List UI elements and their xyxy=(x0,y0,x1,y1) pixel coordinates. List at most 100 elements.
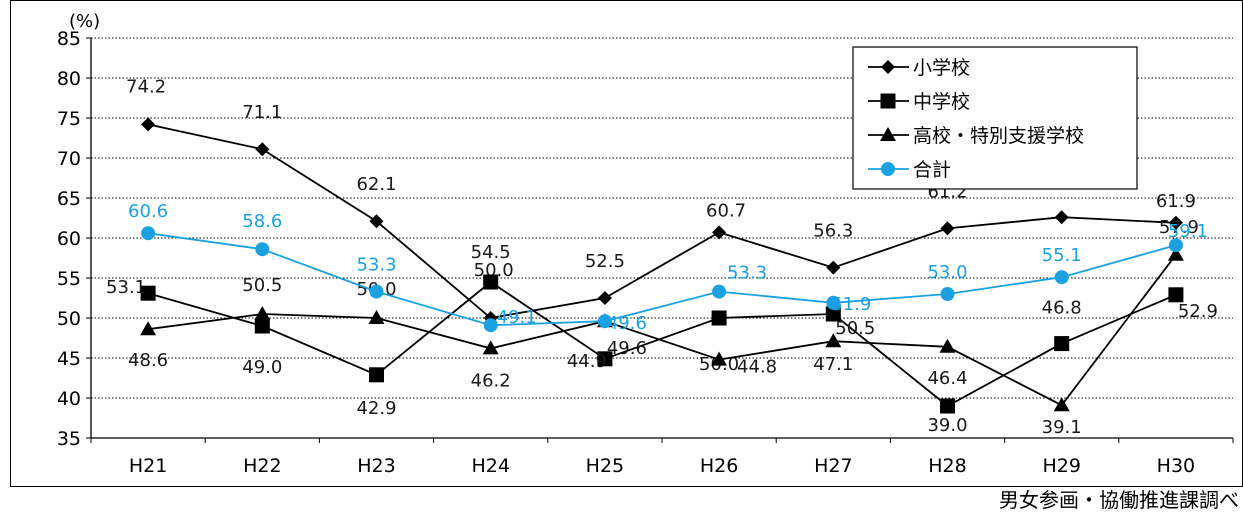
series-line xyxy=(147,254,1177,407)
data-label: 50.5 xyxy=(242,275,282,296)
data-label: 56.3 xyxy=(813,221,853,242)
data-label: 47.1 xyxy=(813,354,853,375)
data-label: 50.5 xyxy=(835,318,875,339)
data-point xyxy=(368,310,385,324)
data-label: 52.9 xyxy=(1178,301,1218,322)
data-point xyxy=(940,221,955,236)
unit-label: (%) xyxy=(69,11,100,32)
legend-marker xyxy=(880,127,896,141)
data-point xyxy=(826,260,841,275)
y-tick-label: 65 xyxy=(57,188,81,210)
data-point xyxy=(939,338,956,353)
data-point xyxy=(141,117,156,132)
data-point xyxy=(1168,215,1183,230)
data-point xyxy=(825,333,842,348)
data-label: 61.9 xyxy=(1156,191,1196,212)
data-label: 74.2 xyxy=(126,76,166,97)
data-label: 49.6 xyxy=(607,338,647,359)
data-point xyxy=(255,142,270,157)
data-point xyxy=(712,284,727,299)
data-point xyxy=(597,351,613,367)
y-tick-label: 60 xyxy=(57,228,81,250)
data-label: 53.1 xyxy=(106,277,146,298)
data-label: 60.6 xyxy=(128,201,168,222)
data-point xyxy=(1054,270,1069,285)
data-point xyxy=(1168,287,1184,303)
data-label: 44.8 xyxy=(737,357,777,378)
y-tick-label: 45 xyxy=(57,348,81,370)
series-line xyxy=(147,280,1177,408)
data-point xyxy=(140,321,157,336)
data-point xyxy=(597,291,612,305)
data-point xyxy=(1167,246,1184,261)
data-point xyxy=(1053,397,1070,412)
data-label: 49.1 xyxy=(497,307,537,328)
data-point xyxy=(369,214,384,229)
data-point xyxy=(825,306,841,322)
data-point xyxy=(1054,210,1069,225)
y-tick-label: 55 xyxy=(57,268,81,290)
legend-label: 合計 xyxy=(913,159,951,181)
legend-box xyxy=(852,46,1138,190)
x-tick-label: H25 xyxy=(586,455,624,477)
data-label: 42.9 xyxy=(356,398,396,419)
data-point xyxy=(711,351,728,366)
y-tick-label: 85 xyxy=(57,28,81,50)
x-tick-label: H28 xyxy=(928,455,966,477)
data-label: 39.0 xyxy=(927,415,967,436)
series-line xyxy=(147,123,1176,319)
data-label: 46.2 xyxy=(471,370,511,391)
data-point xyxy=(1054,336,1070,352)
data-point xyxy=(712,225,727,240)
data-point xyxy=(482,340,499,355)
data-label: 53.3 xyxy=(356,255,396,276)
y-tick-label: 35 xyxy=(57,428,81,450)
x-tick-label: H30 xyxy=(1157,455,1195,477)
legend-marker xyxy=(880,93,896,109)
data-label: 60.7 xyxy=(706,200,746,221)
data-point xyxy=(940,398,955,414)
data-label: 54.5 xyxy=(471,242,511,263)
x-tick-label: H22 xyxy=(243,455,281,477)
data-label: 39.1 xyxy=(1042,417,1082,438)
data-label: 55.1 xyxy=(1042,245,1082,266)
data-point xyxy=(711,310,727,326)
data-label: 59.1 xyxy=(1168,221,1208,242)
x-tick-label: H27 xyxy=(814,455,852,477)
y-tick-label: 40 xyxy=(57,388,81,410)
data-label: 62.1 xyxy=(356,174,396,195)
data-label: 51.9 xyxy=(831,294,871,315)
data-label: 49.6 xyxy=(607,313,647,334)
line-chart: 35 40 45 50 55 60 65 70 75 80 85(%) H21 H22 H23 H24 H25… xyxy=(57,11,1234,477)
data-label: 46.8 xyxy=(1042,298,1082,319)
legend-label: 中学校 xyxy=(913,91,970,113)
data-label: 57.9 xyxy=(1159,217,1199,238)
legend-marker xyxy=(881,60,895,74)
data-point xyxy=(369,284,384,299)
data-label: 53.0 xyxy=(927,262,967,283)
y-tick-label: 70 xyxy=(57,148,81,170)
y-tick-label: 80 xyxy=(57,68,81,90)
y-tick-label: 75 xyxy=(57,108,81,130)
data-point xyxy=(483,318,498,333)
data-point xyxy=(140,285,156,301)
data-label: 48.6 xyxy=(128,350,168,371)
chart-frame: 35 40 45 50 55 60 65 70 75 80 85 (%) H21 H22 H23 H24 H25… xyxy=(10,0,1243,487)
data-point xyxy=(826,295,841,310)
data-label: 71.1 xyxy=(242,102,282,123)
data-label: 58.6 xyxy=(242,211,282,232)
data-point xyxy=(254,318,270,334)
data-point xyxy=(1168,238,1183,253)
x-tick-label: H26 xyxy=(700,455,738,477)
data-label: 52.5 xyxy=(585,251,625,272)
x-tick-label: H24 xyxy=(471,455,509,477)
legend-label: 高校・特別支援学校 xyxy=(913,125,1084,147)
data-label: 49.0 xyxy=(242,357,282,378)
data-label: 46.4 xyxy=(927,368,967,389)
data-point xyxy=(369,367,384,383)
legend-label: 小学校 xyxy=(913,57,970,79)
legend-marker xyxy=(881,162,895,176)
x-tick-label: H23 xyxy=(357,455,395,477)
source-note: 男女参画・協働推進課調べ xyxy=(999,488,1239,512)
data-label: 44.9 xyxy=(567,351,607,372)
